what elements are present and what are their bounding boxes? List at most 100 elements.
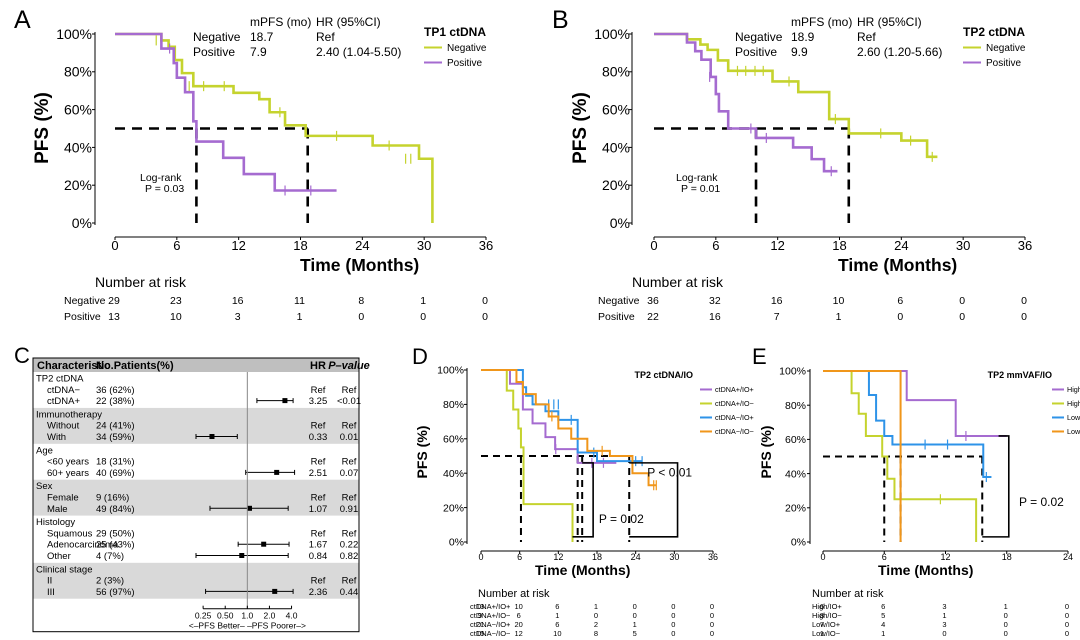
risk-count: 0: [1004, 629, 1008, 638]
forest-row-hr: Ref: [311, 576, 326, 587]
risk-count: 3: [942, 602, 946, 611]
forest-group-band: [33, 479, 359, 516]
forest-group-title: Sex: [36, 481, 53, 492]
x-tick-label: 12: [940, 552, 950, 562]
risk-count: 0: [1065, 602, 1069, 611]
p-value-label: P = 0.02: [599, 512, 644, 526]
forest-row-pvalue: Ref: [342, 385, 357, 396]
risk-count: 0: [482, 295, 488, 307]
forest-row-patients: 25 (43%): [96, 540, 135, 551]
forest-row-hr: 1.07: [309, 504, 328, 515]
x-tick-label: 12: [770, 238, 784, 253]
forest-row-hr: Ref: [311, 528, 326, 539]
y-tick-label: 60%: [785, 434, 806, 446]
forest-row-pvalue: Ref: [342, 457, 357, 468]
x-tick-label: 36: [1018, 238, 1032, 253]
x-tick-label: 24: [631, 552, 641, 562]
risk-count: 8: [820, 611, 824, 620]
forest-row-pvalue: 0.07: [340, 468, 359, 479]
risk-count: 15: [476, 629, 484, 638]
x-tick-label: 12: [231, 238, 245, 253]
risk-count: 7: [774, 311, 780, 323]
forest-row-label: III: [47, 587, 55, 598]
risk-count: 1: [594, 602, 598, 611]
stats-group-label: Positive: [193, 45, 235, 59]
legend-title: TP2 mmVAF/IO: [988, 370, 1052, 380]
risk-count: 0: [671, 629, 675, 638]
risk-row-label: ctDNA−/IO+: [470, 620, 511, 629]
km-curve-ctdna-io-: [481, 369, 643, 463]
forest-row-label: Without: [47, 421, 80, 432]
forest-row-patients: 18 (31%): [96, 457, 135, 468]
legend-label: Low/IO−: [1067, 427, 1080, 436]
x-tick-label: 30: [417, 238, 431, 253]
risk-count: 0: [959, 295, 965, 307]
km-curve-positive: [654, 32, 838, 173]
risk-count: 36: [647, 295, 659, 307]
risk-count: 1: [942, 611, 946, 620]
forest-row-hr: 1.67: [309, 540, 328, 551]
forest-row-hr: 3.25: [309, 396, 328, 407]
forest-row-pvalue: Ref: [342, 528, 357, 539]
risk-row-label: Negative: [64, 295, 106, 307]
panel-letter-C: C: [14, 343, 30, 368]
risk-count: 2: [594, 620, 598, 629]
forest-point-estimate: [261, 541, 267, 547]
forest-x-tick-label: 0.50: [217, 611, 234, 621]
y-tick-label: 0%: [449, 537, 464, 549]
km-curve-low-io-: [823, 370, 902, 542]
y-tick-label: 80%: [443, 399, 464, 411]
risk-count: 8: [358, 295, 364, 307]
risk-count: 1: [836, 311, 842, 323]
forest-row-label: Female: [47, 493, 79, 504]
legend-label: ctDNA+/IO−: [715, 399, 754, 408]
logrank-p-value: P = 0.03: [145, 183, 184, 195]
legend-label: Negative: [447, 43, 487, 54]
stats-group-label: Positive: [735, 45, 777, 59]
legend-label: High/IO−: [1067, 399, 1080, 408]
y-tick-label: 0%: [610, 215, 630, 231]
forest-row-pvalue: 0.01: [340, 432, 359, 443]
risk-row-label: Low/IO−: [812, 629, 841, 638]
km-curve-negative: [654, 32, 938, 159]
y-tick-label: 40%: [443, 468, 464, 480]
forest-x-tick-label: 1.0: [241, 611, 253, 621]
risk-count: 12: [514, 629, 522, 638]
y-tick-label: 80%: [602, 64, 630, 80]
forest-header-band: [33, 358, 359, 372]
forest-group-title: Histology: [36, 517, 75, 528]
x-tick-label: 0: [820, 552, 825, 562]
y-tick-label: 60%: [443, 433, 464, 445]
x-axis-title: Time (Months): [535, 562, 630, 578]
risk-count: 13: [108, 311, 120, 323]
risk-count: 11: [294, 295, 305, 307]
x-tick-label: 30: [956, 238, 970, 253]
risk-row-label: Positive: [598, 311, 635, 323]
y-tick-label: 100%: [594, 26, 630, 42]
forest-row-pvalue: Ref: [342, 421, 357, 432]
x-tick-label: 30: [669, 552, 679, 562]
y-tick-label: 60%: [64, 102, 92, 118]
y-axis-title: PFS (%): [758, 426, 774, 479]
risk-count: 0: [942, 629, 946, 638]
stats-hr-value: 2.40 (1.04-5.50): [316, 45, 401, 59]
risk-count: 20: [514, 620, 522, 629]
forest-group-title: Immunotherapy: [36, 409, 102, 420]
logrank-label: Log-rank: [676, 172, 718, 184]
stats-hr-value: 2.60 (1.20-5.66): [857, 45, 942, 59]
forest-row-patients: 4 (7%): [96, 551, 124, 562]
logrank-label: Log-rank: [140, 172, 182, 184]
risk-count: 6: [820, 602, 824, 611]
risk-count: 29: [108, 295, 120, 307]
panel-letter-A: A: [14, 6, 31, 34]
risk-count: 13: [476, 602, 484, 611]
risk-row-label: Positive: [64, 311, 101, 323]
km-curve-negative: [115, 32, 434, 223]
risk-count: 1: [420, 295, 426, 307]
forest-row-label: ctDNA−: [47, 385, 80, 396]
risk-count: 1: [1004, 602, 1008, 611]
